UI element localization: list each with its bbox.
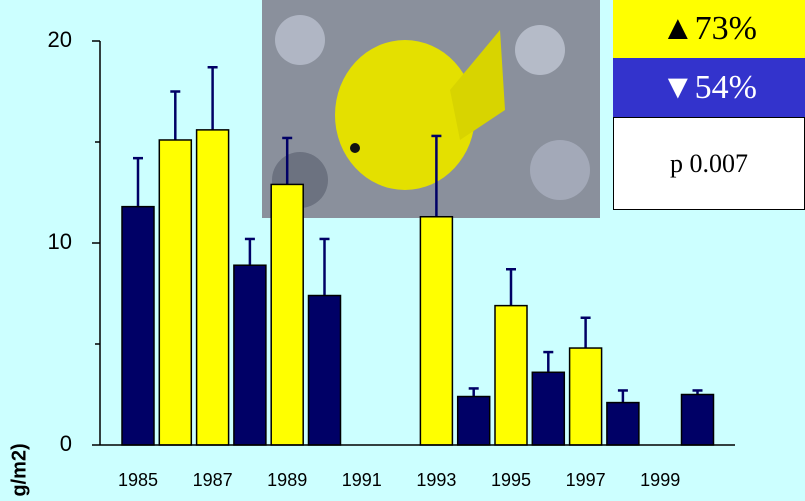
y-tick-label: 10 bbox=[48, 229, 72, 254]
x-tick-label: 1995 bbox=[491, 470, 531, 490]
bar bbox=[456, 395, 491, 446]
fish-photo bbox=[262, 0, 600, 218]
bar bbox=[680, 393, 715, 446]
x-tick-label: 1997 bbox=[566, 470, 606, 490]
annotation: ▼54% bbox=[613, 58, 805, 117]
bar bbox=[270, 183, 304, 446]
bar bbox=[419, 215, 454, 446]
bar bbox=[494, 304, 528, 446]
x-tick-label: 1989 bbox=[267, 470, 307, 490]
annotation: p 0.007 bbox=[613, 117, 805, 210]
bar bbox=[121, 205, 155, 446]
bar bbox=[606, 401, 640, 446]
bar bbox=[158, 139, 193, 446]
x-tick-label: 1987 bbox=[193, 470, 233, 490]
x-tick-label: 1999 bbox=[640, 470, 680, 490]
y-tick-label: 20 bbox=[48, 27, 72, 52]
x-tick-label: 1993 bbox=[416, 470, 456, 490]
bar bbox=[568, 347, 603, 446]
x-tick-label: 1991 bbox=[342, 470, 382, 490]
bar bbox=[531, 371, 566, 446]
bar bbox=[233, 264, 267, 446]
y-axis-label: g/m2) bbox=[8, 443, 30, 496]
x-tick-label: 1985 bbox=[118, 470, 158, 490]
bar bbox=[195, 129, 230, 446]
bar bbox=[307, 294, 342, 446]
y-tick-label: 0 bbox=[60, 431, 72, 456]
annotation: ▲73% bbox=[613, 0, 805, 58]
